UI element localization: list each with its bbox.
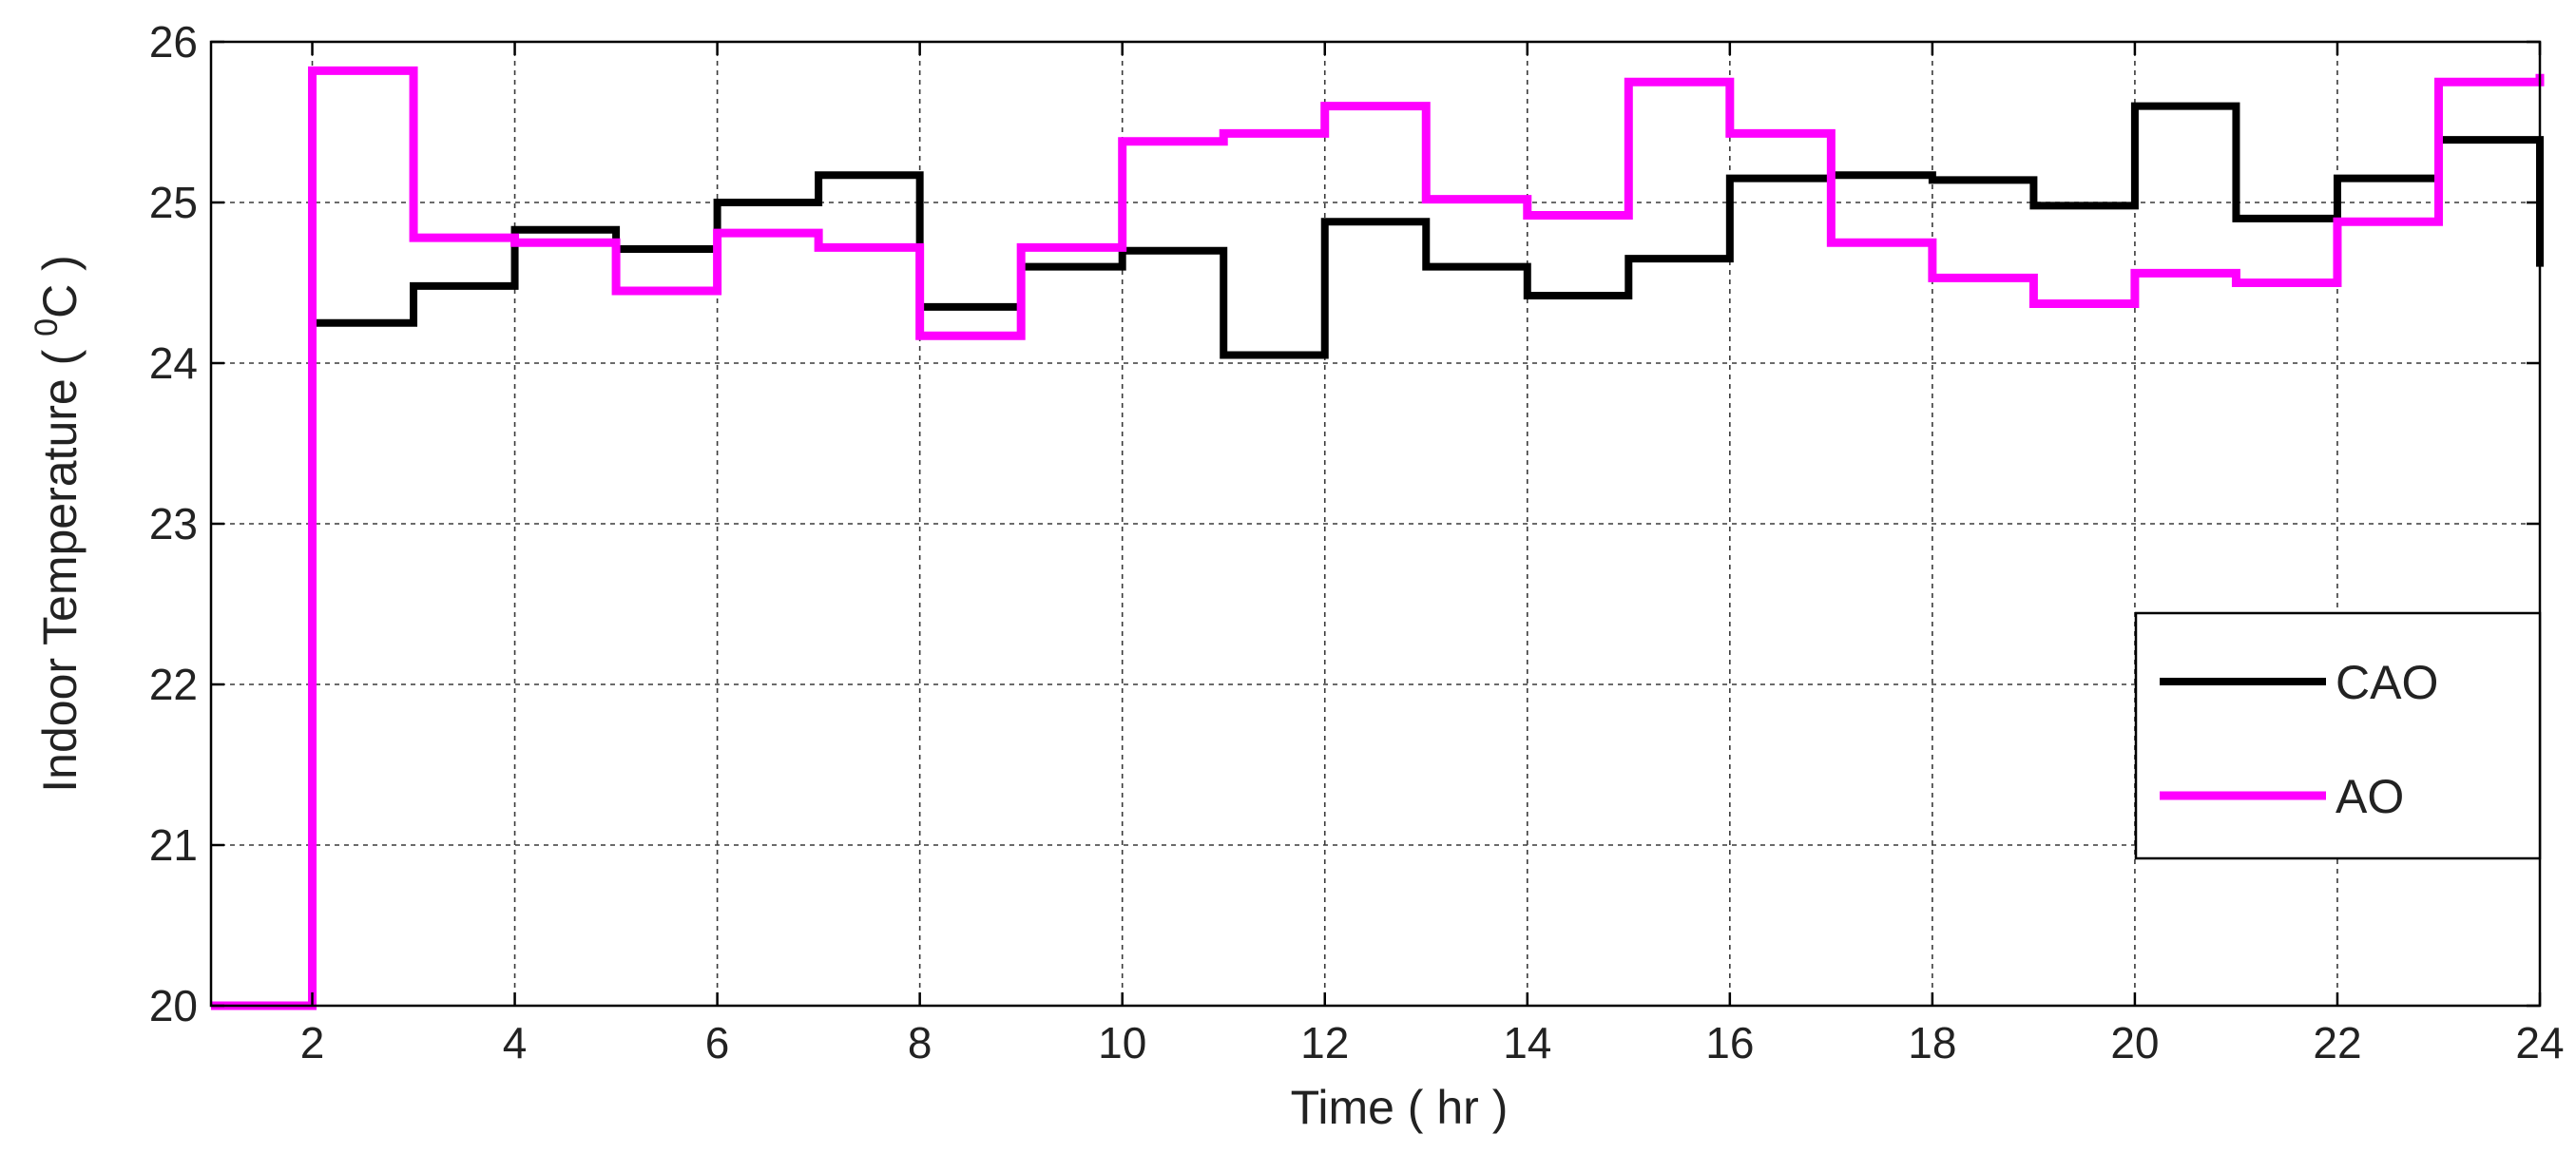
y-axis-label-main: Indoor Temperature ( <box>33 337 87 793</box>
x-tick-label: 22 <box>2313 1018 2361 1067</box>
x-tick-label: 24 <box>2515 1018 2564 1067</box>
x-tick-label: 14 <box>1503 1018 1551 1067</box>
legend-layer: CAO AO <box>2134 611 2542 860</box>
series-line-ao <box>211 66 2545 1010</box>
x-tick-label: 20 <box>2110 1018 2159 1067</box>
y-tick-label: 26 <box>149 17 198 67</box>
y-axis-label-unit: C ) <box>33 255 87 318</box>
y-axis-label: Indoor Temperature ( 0C ) <box>29 255 87 792</box>
y-tick-label: 23 <box>149 499 198 548</box>
x-tick-label: 4 <box>503 1018 528 1067</box>
y-axis-label-superscript: 0 <box>29 318 65 337</box>
y-tick-label: 22 <box>149 660 198 709</box>
x-tick-label: 8 <box>908 1018 932 1067</box>
x-tick-label: 12 <box>1300 1018 1349 1067</box>
y-tick-label: 25 <box>149 178 198 227</box>
x-tick-label: 2 <box>300 1018 325 1067</box>
x-tick-label: 6 <box>705 1018 730 1067</box>
legend-box <box>2134 611 2542 860</box>
y-tick-label: 24 <box>149 338 198 388</box>
y-tick-label: 20 <box>149 981 198 1030</box>
legend-label-ao: AO <box>2336 770 2404 823</box>
x-axis-label: Time ( hr ) <box>1291 1081 1509 1134</box>
series-layer <box>211 66 2545 1010</box>
grid-layer <box>211 41 2541 1007</box>
x-tick-label: 10 <box>1098 1018 1146 1067</box>
y-tick-label: 21 <box>149 820 198 870</box>
x-tick-label: 18 <box>1908 1018 1956 1067</box>
x-tick-label: 16 <box>1705 1018 1754 1067</box>
legend-label-cao: CAO <box>2336 656 2438 709</box>
